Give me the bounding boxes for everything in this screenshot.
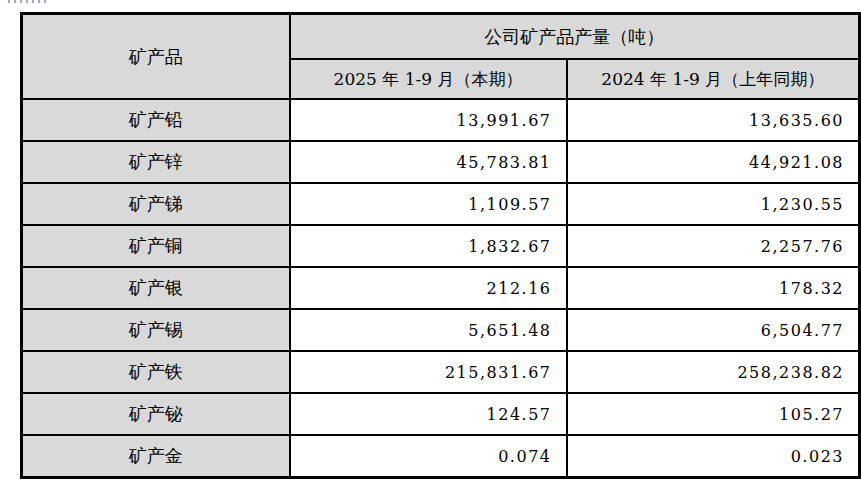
col-header-output-group: 公司矿产品产量（吨） [290, 14, 860, 60]
table-row-copper: 矿产铜 1,832.67 2,257.76 [22, 225, 860, 267]
col-header-prior-period: 2024 年 1-9 月（上年同期） [567, 59, 860, 99]
current-period-value: 215,831.67 [290, 351, 567, 393]
clipped-text-remnant [8, 0, 48, 3]
mineral-production-table: 矿产品 公司矿产品产量（吨） 2025 年 1-9 月（本期） 2024 年 1… [20, 12, 861, 479]
current-period-value: 45,783.81 [290, 141, 567, 183]
prior-period-value: 1,230.55 [567, 183, 860, 225]
product-name: 矿产锑 [22, 183, 290, 225]
table-row-tin: 矿产锡 5,651.48 6,504.77 [22, 309, 860, 351]
product-name: 矿产铋 [22, 393, 290, 435]
prior-period-value: 105.27 [567, 393, 860, 435]
current-period-value: 124.57 [290, 393, 567, 435]
document-page: 矿产品 公司矿产品产量（吨） 2025 年 1-9 月（本期） 2024 年 1… [0, 0, 861, 487]
prior-period-value: 13,635.60 [567, 99, 860, 141]
current-period-value: 13,991.67 [290, 99, 567, 141]
product-name: 矿产铜 [22, 225, 290, 267]
table-row-zinc: 矿产锌 45,783.81 44,921.08 [22, 141, 860, 183]
prior-period-value: 2,257.76 [567, 225, 860, 267]
current-period-value: 212.16 [290, 267, 567, 309]
prior-period-value: 178.32 [567, 267, 860, 309]
table-row-silver: 矿产银 212.16 178.32 [22, 267, 860, 309]
table-row-gold: 矿产金 0.074 0.023 [22, 435, 860, 478]
prior-period-value: 258,238.82 [567, 351, 860, 393]
col-header-product: 矿产品 [22, 14, 290, 100]
product-name: 矿产金 [22, 435, 290, 478]
prior-period-value: 44,921.08 [567, 141, 860, 183]
prior-period-value: 0.023 [567, 435, 860, 478]
product-name: 矿产银 [22, 267, 290, 309]
product-name: 矿产铅 [22, 99, 290, 141]
product-name: 矿产锡 [22, 309, 290, 351]
table-row-iron: 矿产铁 215,831.67 258,238.82 [22, 351, 860, 393]
current-period-value: 5,651.48 [290, 309, 567, 351]
product-name: 矿产铁 [22, 351, 290, 393]
current-period-value: 0.074 [290, 435, 567, 478]
header-row-group: 矿产品 公司矿产品产量（吨） [22, 14, 860, 60]
col-header-current-period: 2025 年 1-9 月（本期） [290, 59, 567, 99]
current-period-value: 1,832.67 [290, 225, 567, 267]
table-row-lead: 矿产铅 13,991.67 13,635.60 [22, 99, 860, 141]
table-row-bismuth: 矿产铋 124.57 105.27 [22, 393, 860, 435]
product-name: 矿产锌 [22, 141, 290, 183]
current-period-value: 1,109.57 [290, 183, 567, 225]
table-row-antimony: 矿产锑 1,109.57 1,230.55 [22, 183, 860, 225]
prior-period-value: 6,504.77 [567, 309, 860, 351]
